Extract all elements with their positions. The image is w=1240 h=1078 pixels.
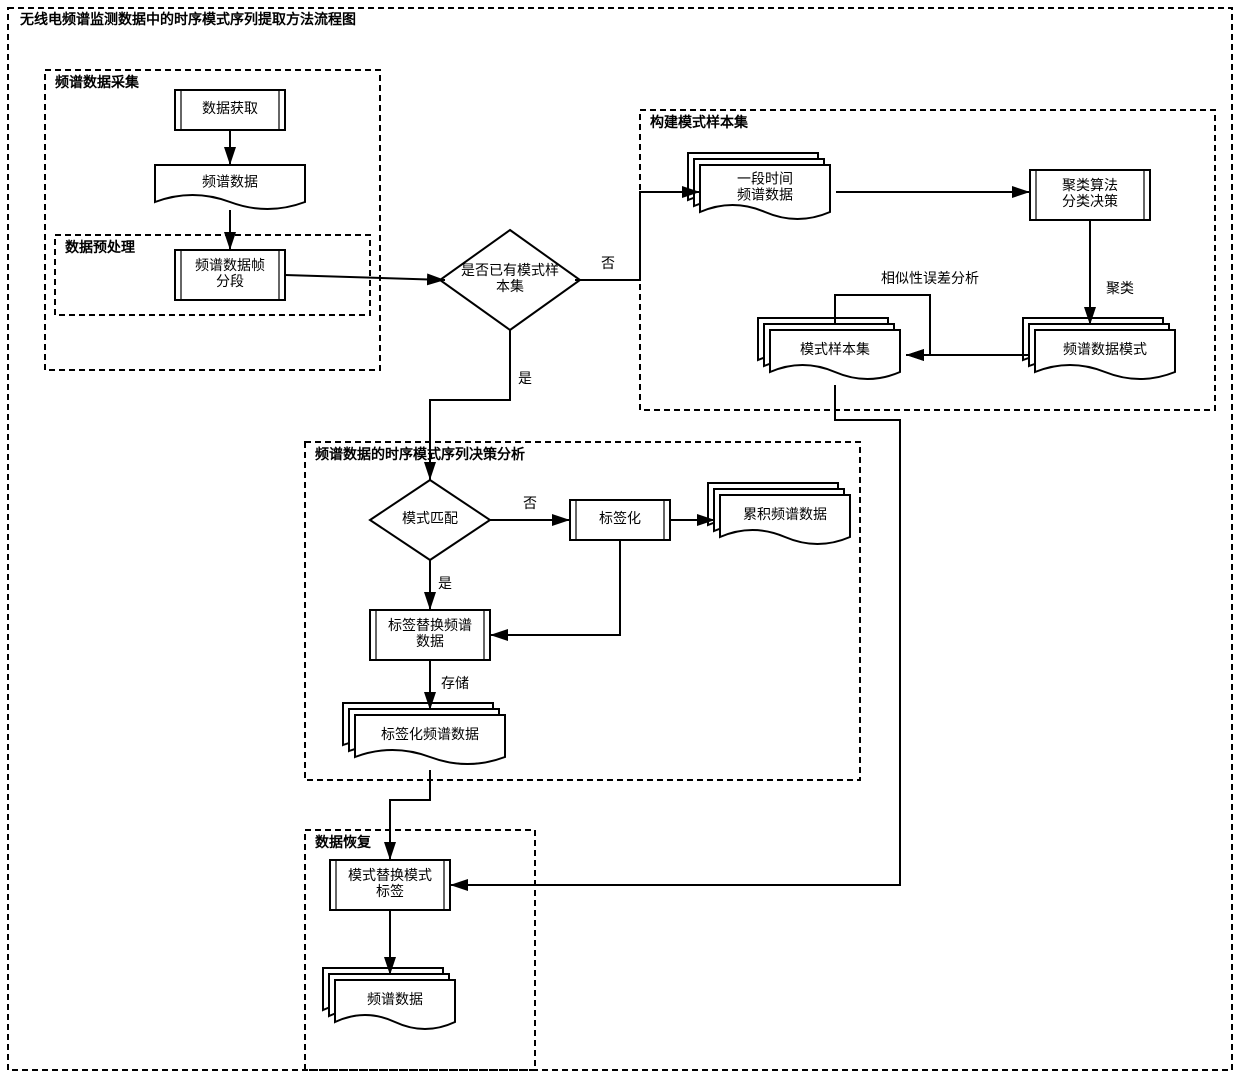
edge-label: 否: [601, 257, 615, 272]
edge-label: 聚类: [1106, 281, 1134, 297]
node-text-n_modetag: 标签: [376, 883, 404, 900]
node-text-n_cluster: 分类决策: [1062, 193, 1118, 210]
node-text-n_tagged: 标签化频谱数据: [381, 726, 479, 743]
node-text-n_replace: 数据: [416, 634, 444, 650]
node-text-n_accum: 累积频谱数据: [743, 507, 827, 523]
group-label-g_analyze: 频谱数据的时序模式序列决策分析: [315, 446, 525, 463]
node-text-n_spec: 频谱数据: [202, 175, 258, 191]
node-text-n_period: 一段时间: [737, 172, 793, 188]
node-text-n_modetag: 模式替换模式: [348, 867, 432, 884]
edge-label: 相似性误差分析: [881, 271, 979, 287]
node-text-n_mode: 频谱数据模式: [1063, 342, 1147, 358]
edge: [490, 540, 620, 635]
edge-label: 否: [523, 497, 537, 512]
diagram-title: 无线电频谱监测数据中的时序模式序列提取方法流程图: [19, 11, 356, 28]
group-label-g_recover: 数据恢复: [315, 834, 372, 851]
flowchart-canvas: 频谱数据采集数据预处理 构建模式样本集频谱数据的时序模式序列决策分析数据恢复 无线电…: [0, 0, 1240, 1078]
node-text-n_get: 数据获取: [202, 101, 258, 117]
edge: [390, 770, 430, 860]
node-text-n_sample: 模式样本集: [800, 341, 870, 358]
group-label-g_preproc: 数据预处理: [65, 239, 135, 256]
node-text-n_seg: 分段: [216, 274, 244, 290]
group-label-g_collect: 频谱数据采集: [55, 74, 140, 91]
edge-label: 是: [518, 372, 532, 387]
node-text-n_dec2: 模式匹配: [402, 511, 458, 527]
node-text-n_dec1: 本集: [496, 278, 524, 295]
node-text-n_period: 频谱数据: [737, 188, 793, 204]
node-text-n_spec2: 频谱数据: [367, 992, 423, 1008]
group-label-g_build: 构建模式样本集: [650, 114, 749, 131]
edge: [575, 192, 700, 280]
edge: [285, 275, 445, 280]
node-text-n_dec1: 是否已有模式样: [461, 263, 559, 279]
node-text-n_replace: 标签替换频谱: [388, 617, 472, 634]
edge-label: 是: [438, 577, 452, 592]
edge-label: 存储: [441, 676, 469, 692]
node-text-n_cluster: 聚类算法: [1062, 178, 1118, 194]
node-text-n_tag: 标签化: [599, 510, 641, 527]
node-text-n_seg: 频谱数据帧: [195, 258, 265, 274]
